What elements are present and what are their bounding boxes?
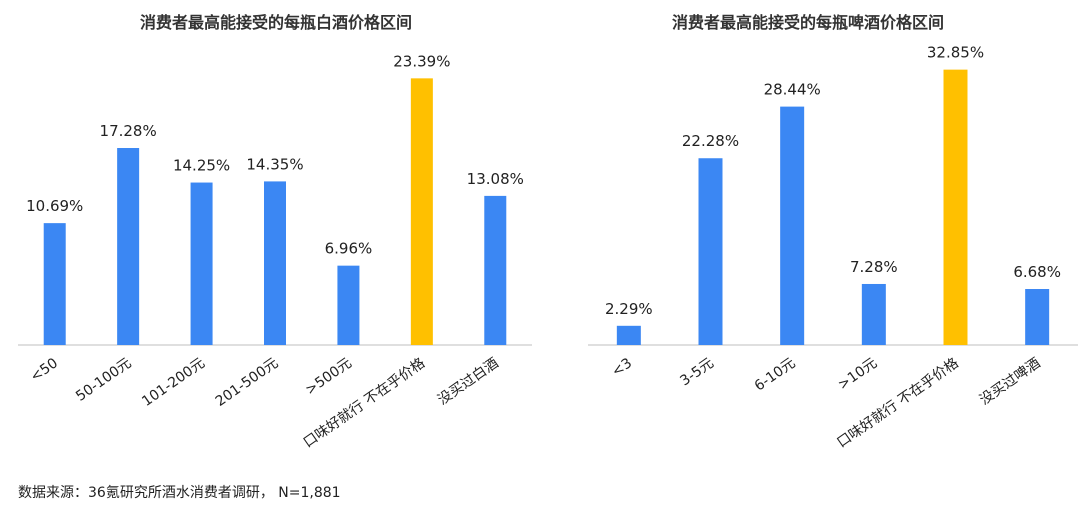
- baijiu-tick-label-4: >500元: [303, 355, 355, 398]
- baijiu-bar-3: [264, 181, 286, 345]
- beer-bar-1: [698, 158, 723, 345]
- beer-value-label-0: 2.29%: [605, 300, 653, 318]
- baijiu-bar-6: [484, 195, 507, 345]
- baijiu-tick-label-5: 口味好就行 不在乎价格: [301, 355, 429, 451]
- beer-value-label-1: 22.28%: [682, 132, 739, 150]
- data-source-note: 数据来源：36氪研究所酒水消费者调研， N=1,881: [18, 485, 341, 501]
- beer-tick-label-0: <3: [609, 355, 635, 380]
- baijiu-bar-1: [117, 148, 140, 345]
- beer-bar-3: [861, 283, 886, 345]
- baijiu-value-label-5: 23.39%: [393, 52, 450, 70]
- beer-value-label-5: 6.68%: [1013, 263, 1061, 281]
- beer-tick-label-5: 没买过啤酒: [977, 355, 1044, 408]
- beer-value-label-3: 7.28%: [850, 258, 898, 276]
- beer-bar-2: [780, 106, 805, 345]
- baijiu-value-label-2: 14.25%: [173, 157, 230, 175]
- beer-chart: 消费者最高能接受的每瓶啤酒价格区间 2.29% <3 22.28% 3-5元 28.44…: [588, 13, 1078, 451]
- beer-value-label-2: 28.44%: [764, 81, 821, 99]
- baijiu-tick-label-3: 201-500元: [213, 355, 282, 410]
- beer-bar-4: [943, 69, 968, 345]
- baijiu-bar-5: [410, 78, 433, 345]
- baijiu-tick-label-1: 50-100元: [73, 355, 134, 405]
- baijiu-chart-title: 消费者最高能接受的每瓶白酒价格区间: [140, 13, 412, 32]
- baijiu-value-label-1: 17.28%: [100, 122, 157, 140]
- chart-canvas: 消费者最高能接受的每瓶白酒价格区间 10.69% <50 17.28% 50-100元…: [18, 13, 1078, 451]
- baijiu-bar-0: [43, 223, 66, 345]
- baijiu-tick-label-0: <50: [28, 355, 61, 385]
- baijiu-bar-4: [337, 265, 360, 345]
- baijiu-value-label-6: 13.08%: [467, 170, 524, 188]
- beer-tick-label-3: >10元: [835, 355, 880, 393]
- baijiu-chart: 消费者最高能接受的每瓶白酒价格区间 10.69% <50 17.28% 50-100元…: [18, 13, 532, 451]
- beer-tick-label-2: 6-10元: [752, 355, 799, 394]
- baijiu-tick-label-6: 没买过白酒: [435, 355, 502, 408]
- baijiu-value-label-4: 6.96%: [325, 240, 373, 258]
- baijiu-bar-2: [190, 182, 213, 345]
- baijiu-value-label-0: 10.69%: [26, 197, 83, 215]
- baijiu-tick-label-2: 101-200元: [139, 355, 208, 410]
- beer-value-label-4: 32.85%: [927, 44, 984, 62]
- baijiu-value-label-3: 14.35%: [246, 155, 303, 173]
- beer-bar-0: [616, 325, 641, 345]
- beer-chart-title: 消费者最高能接受的每瓶啤酒价格区间: [672, 13, 944, 32]
- beer-bar-5: [1025, 289, 1050, 345]
- beer-tick-label-1: 3-5元: [677, 355, 716, 389]
